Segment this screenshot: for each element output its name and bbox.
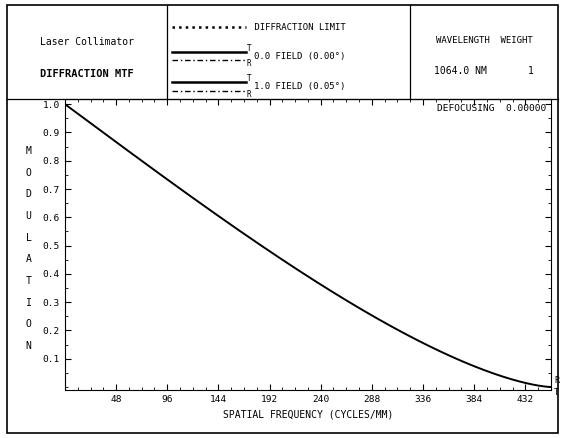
- Text: R: R: [554, 376, 559, 385]
- Text: L: L: [25, 233, 32, 243]
- Text: DIFFRACTION LIMIT: DIFFRACTION LIMIT: [249, 23, 345, 32]
- Text: Laser Collimator: Laser Collimator: [40, 37, 134, 46]
- Text: D: D: [25, 189, 32, 199]
- Text: N: N: [25, 341, 32, 351]
- Text: DEFOCUSING  0.00000: DEFOCUSING 0.00000: [437, 104, 546, 113]
- Text: 0.0 FIELD (0.00°): 0.0 FIELD (0.00°): [254, 52, 346, 60]
- Text: U: U: [25, 211, 32, 221]
- Text: T: T: [554, 389, 559, 397]
- X-axis label: SPATIAL FREQUENCY (CYCLES/MM): SPATIAL FREQUENCY (CYCLES/MM): [223, 409, 393, 419]
- Text: A: A: [25, 254, 32, 265]
- Text: I: I: [25, 298, 32, 308]
- Text: R: R: [247, 90, 251, 99]
- Text: WAVELENGTH  WEIGHT: WAVELENGTH WEIGHT: [436, 36, 532, 45]
- Text: T: T: [247, 74, 251, 83]
- Text: M: M: [25, 146, 32, 156]
- Text: O: O: [25, 168, 32, 178]
- Text: O: O: [25, 319, 32, 329]
- Text: T: T: [25, 276, 32, 286]
- Text: R: R: [247, 60, 251, 68]
- Text: T: T: [247, 44, 251, 53]
- Text: 1064.0 NM       1: 1064.0 NM 1: [434, 66, 534, 76]
- Text: 1.0 FIELD (0.05°): 1.0 FIELD (0.05°): [254, 82, 346, 91]
- Text: DIFFRACTION MTF: DIFFRACTION MTF: [40, 69, 133, 78]
